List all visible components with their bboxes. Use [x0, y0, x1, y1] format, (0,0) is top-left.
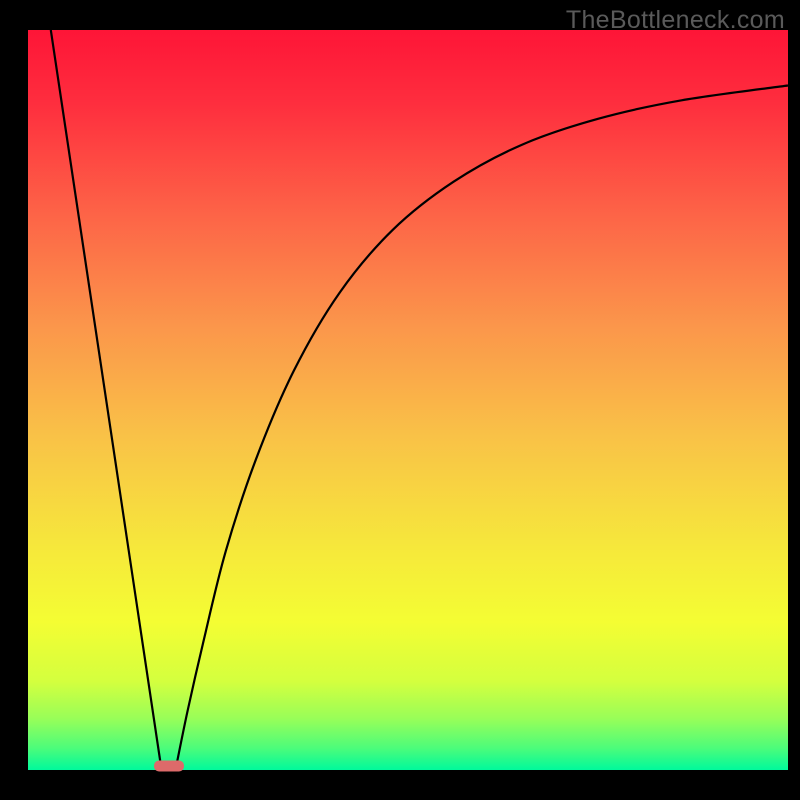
plot-frame	[28, 30, 788, 770]
curve-right-branch	[176, 86, 788, 767]
curve-left-branch	[51, 30, 161, 766]
watermark-text: TheBottleneck.com	[566, 6, 785, 35]
bottleneck-curve	[28, 30, 788, 770]
minimum-marker	[154, 761, 184, 772]
chart-stage: TheBottleneck.com	[0, 0, 800, 800]
